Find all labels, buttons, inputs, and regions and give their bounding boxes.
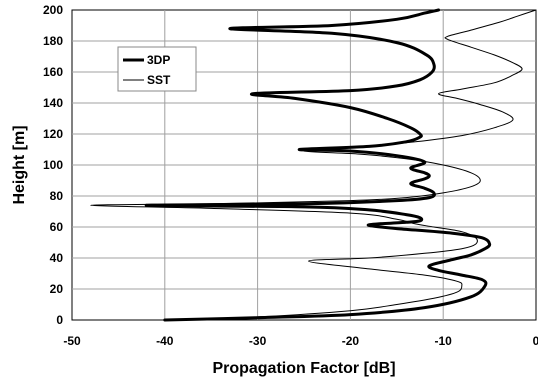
series-line-sst	[90, 9, 537, 321]
y-tick-label: 80	[50, 189, 64, 203]
series-line-3dp	[144, 8, 492, 322]
x-tick-label: -30	[249, 334, 267, 348]
x-tick-label: -10	[435, 334, 453, 348]
y-tick-label: 40	[50, 251, 64, 265]
x-tick-label: -40	[156, 334, 174, 348]
series-layer	[90, 8, 537, 322]
x-axis-title: Propagation Factor [dB]	[212, 360, 395, 377]
y-tick-labels: 0 20 40 60 80 100 120 140 160 180 200	[43, 3, 63, 327]
legend-label-3dp: 3DP	[147, 53, 170, 67]
legend-label-sst: SST	[147, 73, 171, 87]
legend-box	[117, 46, 197, 92]
y-tick-label: 120	[43, 127, 63, 141]
legend: 3DP SST	[117, 46, 197, 92]
y-axis-title: Height [m]	[11, 125, 28, 204]
y-tick-label: 100	[43, 158, 63, 172]
y-tick-label: 140	[43, 96, 63, 110]
x-tick-labels: -50 -40 -30 -20 -10 0	[63, 334, 538, 348]
x-tick-label: -20	[342, 334, 360, 348]
y-tick-label: 0	[56, 313, 63, 327]
y-tick-label: 180	[43, 34, 63, 48]
y-tick-label: 200	[43, 3, 63, 17]
x-tick-label: 0	[533, 334, 538, 348]
x-tick-label: -50	[63, 334, 81, 348]
y-tick-label: 60	[50, 220, 64, 234]
y-tick-label: 160	[43, 65, 63, 79]
y-tick-label: 20	[50, 282, 64, 296]
